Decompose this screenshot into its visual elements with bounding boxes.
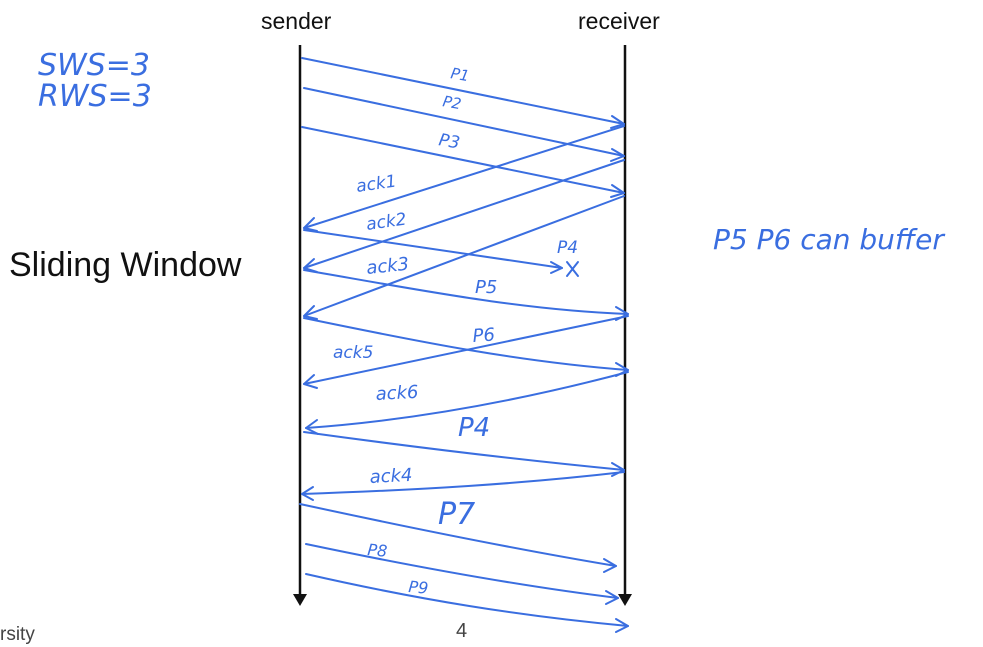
label-ack2: ack2 — [365, 210, 408, 235]
label-p3: P3 — [437, 130, 461, 153]
label-ack1: ack1 — [355, 172, 398, 197]
msg-p8-head — [605, 590, 619, 605]
label-p6: P6 — [472, 324, 496, 347]
label-ack5: ack5 — [333, 343, 373, 363]
label-p5: P5 — [475, 277, 497, 298]
msg-p3-line — [301, 126, 625, 194]
label-ack3: ack3 — [365, 254, 410, 279]
msg-p8-line — [305, 543, 619, 599]
label-p4-lost: P4 — [557, 238, 578, 258]
receiver-lifeline-arrow — [618, 594, 632, 606]
receiver-label: receiver — [578, 8, 660, 34]
msg-ack4-head — [301, 486, 314, 501]
label-p7: P7 — [438, 497, 475, 532]
annotation-sws: SWS=3 — [38, 48, 150, 83]
msg-p5-line — [303, 269, 629, 315]
msg-ack1-head — [303, 217, 318, 232]
annotation-rws: RWS=3 — [38, 79, 152, 114]
label-ack4: ack4 — [369, 465, 413, 488]
msg-p7-head — [603, 558, 617, 573]
msg-p3-head — [610, 184, 625, 198]
msg-ack5-head — [303, 374, 318, 389]
msg-p7-line — [299, 503, 617, 567]
sender-label: sender — [261, 8, 332, 34]
msg-p4-retx-line — [303, 431, 625, 471]
msg-p4-lost-x — [566, 261, 579, 277]
label-p8: P8 — [367, 540, 388, 561]
label-p4-retx: P4 — [458, 413, 490, 443]
msg-p9-head — [615, 618, 629, 633]
msg-ack1-line — [303, 125, 625, 229]
msg-p2-head — [610, 148, 625, 162]
msg-ack2-line — [303, 159, 625, 269]
label-p2: P2 — [441, 92, 462, 113]
msg-p4-lost-line — [303, 229, 563, 269]
msg-p2-line — [303, 87, 625, 157]
msg-ack3-head — [303, 305, 318, 320]
msg-p4-lost-head — [550, 261, 563, 274]
msg-ack5-line — [303, 315, 629, 385]
label-p1: P1 — [449, 64, 470, 85]
msg-p9-line — [305, 573, 629, 627]
slide-title: Sliding Window — [9, 246, 242, 284]
msg-ack6-head — [305, 419, 319, 435]
msg-p1-line — [301, 57, 625, 125]
label-ack6: ack6 — [375, 382, 419, 405]
sender-lifeline-arrow — [293, 594, 307, 606]
msg-p1-head — [610, 115, 625, 129]
label-p9: P9 — [408, 577, 429, 598]
page-number: 4 — [456, 620, 468, 642]
msg-p4-retx-head — [611, 462, 625, 477]
msg-ack6-line — [305, 371, 629, 429]
footer-fragment: rsity — [0, 624, 35, 645]
msg-ack3-line — [303, 195, 625, 317]
annotation-buffer: P5 P6 can buffer — [713, 223, 945, 256]
msg-ack4-line — [301, 471, 625, 495]
